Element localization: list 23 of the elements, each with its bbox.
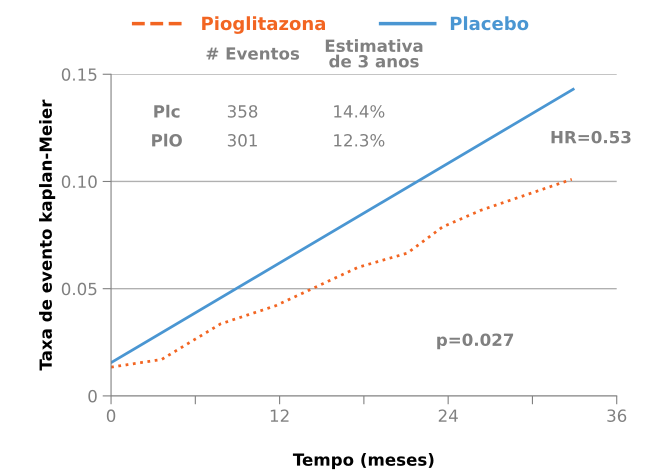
text: Estimativa de 3 anos xyxy=(326,39,422,68)
annotation: HR=0.53 xyxy=(552,130,631,144)
annotation: p=0.027 xyxy=(437,333,514,350)
x-tick-label: 24 xyxy=(438,409,458,422)
annotation: PlO xyxy=(152,134,182,147)
legend-label: Pioglitazona xyxy=(202,16,325,34)
x-tick-label: 36 xyxy=(607,409,626,422)
annotation: 12.3% xyxy=(334,134,384,147)
annotation: 14.4% xyxy=(334,105,384,118)
x-axis-title: Tempo (meses) xyxy=(292,453,434,470)
y-tick-label: 0.05 xyxy=(62,282,96,296)
annotation: 358 xyxy=(228,105,258,118)
y-axis-title: Taxa de evento kaplan-Meier xyxy=(39,100,56,370)
line-series xyxy=(111,178,574,369)
y-tick-label: 0 xyxy=(88,390,97,402)
annotation: 301 xyxy=(228,134,257,147)
text: # Eventos xyxy=(206,47,300,60)
y-tick-label: 0.15 xyxy=(62,68,96,81)
legend-label: Placebo xyxy=(450,16,528,30)
y-tick-label: 0.10 xyxy=(62,175,97,188)
x-tick-label: 0 xyxy=(106,409,116,422)
annotation: Plc xyxy=(154,104,180,118)
x-tick-label: 12 xyxy=(270,409,289,422)
